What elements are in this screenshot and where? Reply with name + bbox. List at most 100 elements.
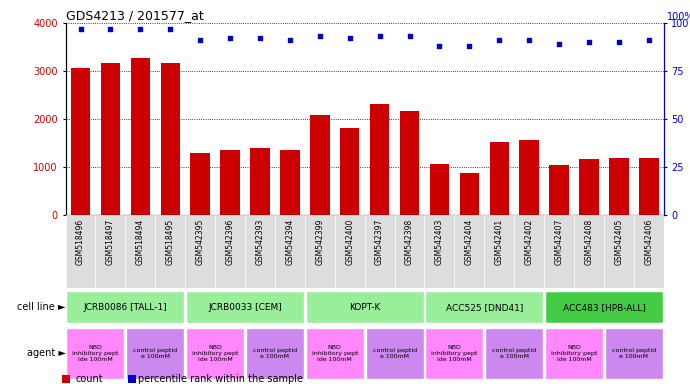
Bar <box>580 159 599 215</box>
Bar <box>484 215 514 288</box>
Point <box>584 39 595 45</box>
Point <box>494 37 505 43</box>
Bar <box>101 63 120 215</box>
Text: GSM542407: GSM542407 <box>555 219 564 265</box>
Text: NBD
inhibitory pept
ide 100mM: NBD inhibitory pept ide 100mM <box>551 345 598 362</box>
Text: NBD
inhibitory pept
ide 100mM: NBD inhibitory pept ide 100mM <box>312 345 358 362</box>
Text: ACC483 [HPB-ALL]: ACC483 [HPB-ALL] <box>562 303 645 312</box>
Bar <box>280 150 299 215</box>
Text: GSM542401: GSM542401 <box>495 219 504 265</box>
Bar <box>604 215 634 288</box>
Bar <box>186 291 304 323</box>
Text: GSM542394: GSM542394 <box>286 219 295 265</box>
Text: control peptid
e 100mM: control peptid e 100mM <box>373 348 417 359</box>
Bar <box>130 58 150 215</box>
Bar <box>430 164 449 215</box>
Text: GSM542405: GSM542405 <box>614 219 623 265</box>
Text: GSM518496: GSM518496 <box>76 219 85 265</box>
Bar <box>489 142 509 215</box>
Point <box>255 35 266 41</box>
Text: JCRB0086 [TALL-1]: JCRB0086 [TALL-1] <box>83 303 167 312</box>
Text: GSM518497: GSM518497 <box>106 219 115 265</box>
Text: NBD
inhibitory pept
ide 100mM: NBD inhibitory pept ide 100mM <box>431 345 477 362</box>
Text: GSM542408: GSM542408 <box>584 219 593 265</box>
Bar <box>186 328 244 379</box>
Text: GSM542399: GSM542399 <box>315 219 324 265</box>
Bar <box>190 153 210 215</box>
Point <box>464 43 475 49</box>
Bar <box>161 63 180 215</box>
Bar <box>126 328 184 379</box>
Point <box>344 35 355 41</box>
Text: GSM542397: GSM542397 <box>375 219 384 265</box>
Bar <box>370 104 389 215</box>
Bar <box>340 128 359 215</box>
Bar <box>95 215 126 288</box>
Bar <box>275 215 305 288</box>
Bar <box>155 215 185 288</box>
Bar <box>66 215 95 288</box>
Text: GSM542398: GSM542398 <box>405 219 414 265</box>
Text: GSM542404: GSM542404 <box>465 219 474 265</box>
Text: GSM542393: GSM542393 <box>255 219 264 265</box>
Bar <box>520 140 539 215</box>
Bar <box>485 328 543 379</box>
Point <box>105 26 116 32</box>
Text: GSM518495: GSM518495 <box>166 219 175 265</box>
Bar <box>426 328 484 379</box>
Bar <box>335 215 365 288</box>
Text: control peptid
e 100mM: control peptid e 100mM <box>253 348 297 359</box>
Point <box>135 26 146 32</box>
Text: cell line ►: cell line ► <box>17 302 66 312</box>
Bar <box>424 215 455 288</box>
Text: GSM542395: GSM542395 <box>196 219 205 265</box>
Text: percentile rank within the sample: percentile rank within the sample <box>138 374 303 384</box>
Bar <box>605 328 663 379</box>
Text: count: count <box>76 374 104 384</box>
Point <box>224 35 235 41</box>
Bar <box>545 328 603 379</box>
Point <box>195 37 206 43</box>
Bar <box>66 291 184 323</box>
Text: JCRB0033 [CEM]: JCRB0033 [CEM] <box>208 303 282 312</box>
Point <box>404 33 415 40</box>
Bar <box>245 215 275 288</box>
Bar <box>366 328 424 379</box>
Bar <box>246 328 304 379</box>
Text: NBD
inhibitory pept
ide 100mM: NBD inhibitory pept ide 100mM <box>72 345 119 362</box>
Text: 100%: 100% <box>667 12 690 22</box>
Bar <box>306 328 364 379</box>
Point <box>613 39 624 45</box>
Text: control peptid
e 100mM: control peptid e 100mM <box>133 348 177 359</box>
Bar <box>185 215 215 288</box>
Text: GSM542400: GSM542400 <box>345 219 354 265</box>
Text: GSM542406: GSM542406 <box>644 219 653 265</box>
Bar <box>305 215 335 288</box>
Text: control peptid
e 100mM: control peptid e 100mM <box>612 348 656 359</box>
Text: NBD
inhibitory pept
ide 100mM: NBD inhibitory pept ide 100mM <box>192 345 238 362</box>
Text: GDS4213 / 201577_at: GDS4213 / 201577_at <box>66 9 204 22</box>
Point <box>75 26 86 32</box>
Bar <box>71 68 90 215</box>
Bar <box>220 151 240 215</box>
Bar <box>126 215 155 288</box>
Bar <box>460 173 479 215</box>
Text: GSM518494: GSM518494 <box>136 219 145 265</box>
Bar <box>215 215 245 288</box>
Bar <box>250 148 270 215</box>
Text: GSM542403: GSM542403 <box>435 219 444 265</box>
Point <box>524 37 535 43</box>
Bar <box>426 291 543 323</box>
Bar <box>306 291 424 323</box>
Bar <box>545 291 663 323</box>
Point <box>165 26 176 32</box>
Point <box>434 43 445 49</box>
Text: GSM542396: GSM542396 <box>226 219 235 265</box>
Bar <box>574 215 604 288</box>
Point <box>374 33 385 40</box>
Point <box>553 41 564 47</box>
Bar <box>66 328 124 379</box>
Point <box>314 33 325 40</box>
Text: control peptid
e 100mM: control peptid e 100mM <box>492 348 536 359</box>
Bar <box>634 215 664 288</box>
